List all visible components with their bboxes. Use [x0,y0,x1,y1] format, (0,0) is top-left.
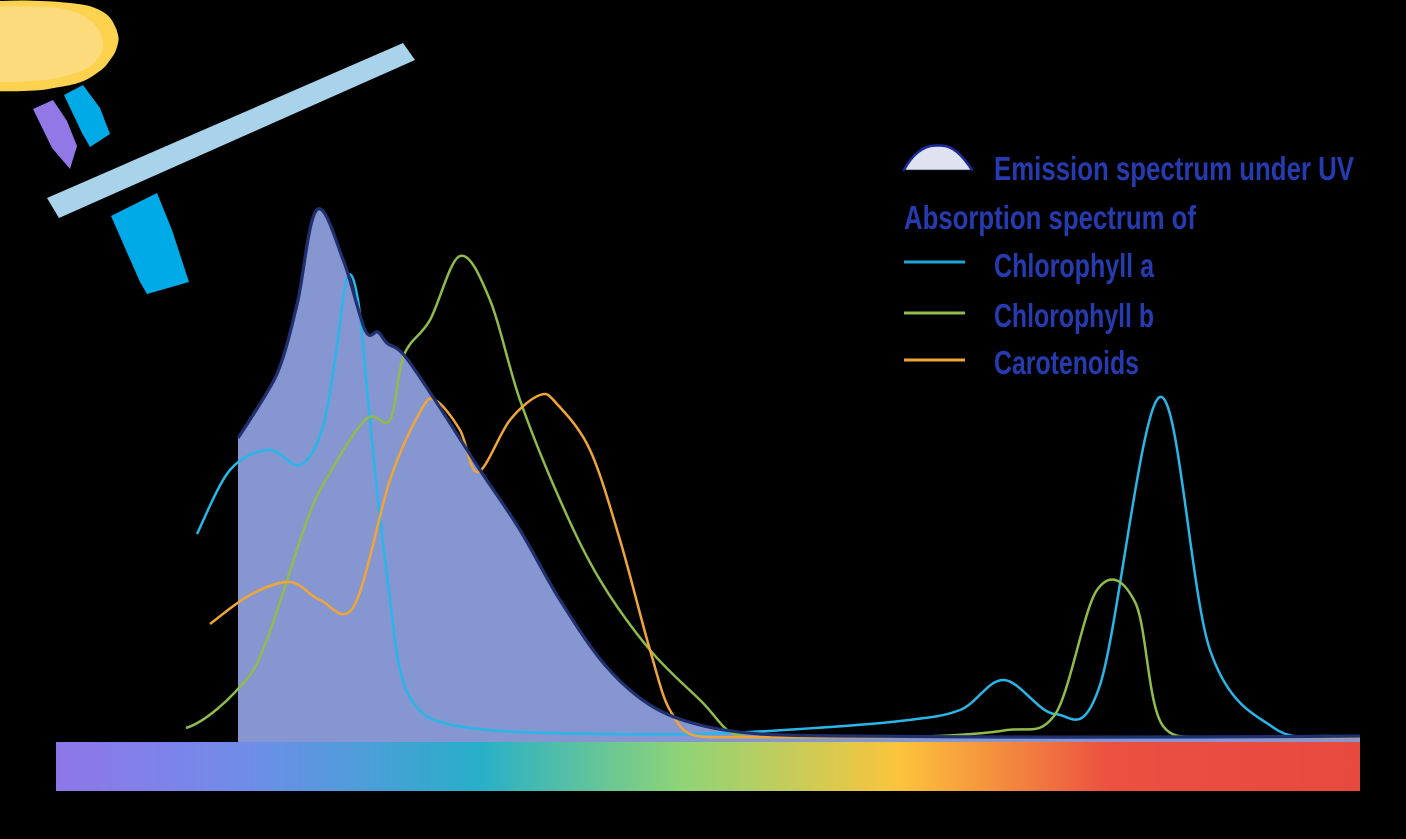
svg-text:Absorption spectrum of: Absorption spectrum of [904,199,1197,236]
svg-text:Chlorophyll a: Chlorophyll a [994,247,1154,284]
svg-text:Chlorophyll b: Chlorophyll b [994,297,1154,334]
svg-text:Emission spectrum under UV: Emission spectrum under UV [994,150,1354,187]
svg-text:Carotenoids: Carotenoids [994,344,1139,381]
